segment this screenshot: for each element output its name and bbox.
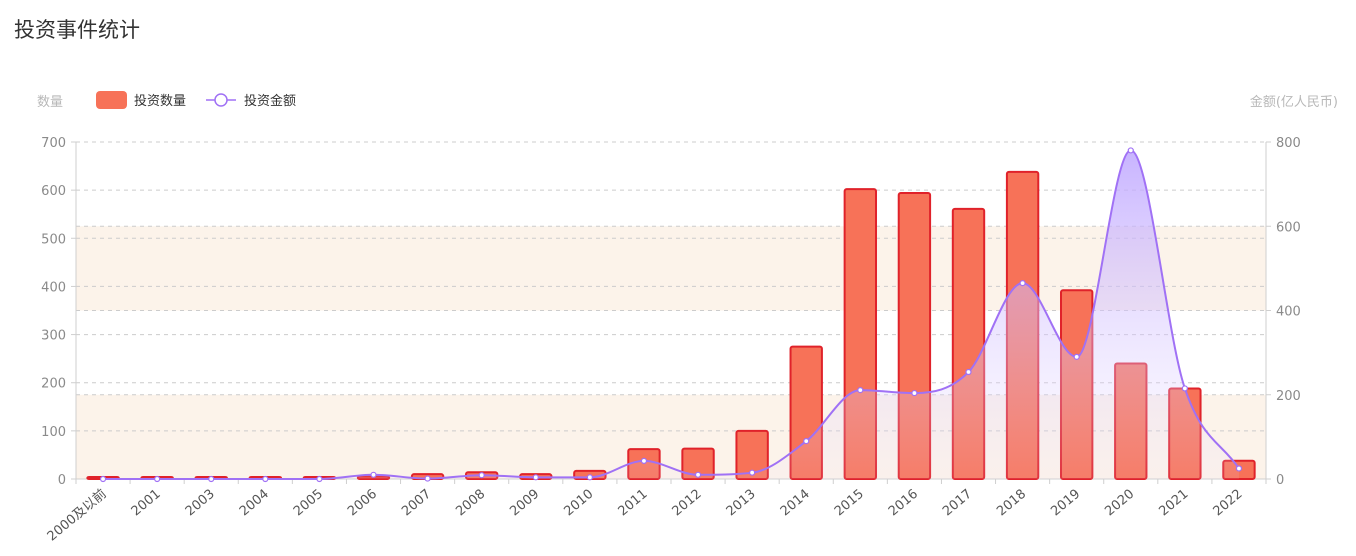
- line-series[interactable]: [99, 147, 1243, 483]
- x-tick-label-2007: 2007: [399, 487, 434, 520]
- x-tick-label-2021: 2021: [1156, 487, 1191, 520]
- legend-line-label: 投资金额: [244, 93, 296, 109]
- y-tick-label-0: 0: [58, 473, 66, 488]
- y2-tick-label-3: 600: [1276, 220, 1301, 235]
- grid-lines: [76, 141, 1266, 432]
- line-point-2013[interactable]: [749, 469, 756, 476]
- line-point-2001[interactable]: [154, 475, 161, 483]
- line-point-2003[interactable]: [208, 475, 215, 483]
- y-tick-label-2: 200: [41, 377, 66, 392]
- legend-bar-swatch: [96, 91, 127, 109]
- x-tick-label-2009: 2009: [507, 487, 542, 520]
- x-tick-label-2020: 2020: [1102, 487, 1137, 520]
- x-tick-label-2008: 2008: [453, 487, 488, 520]
- x-tick-label-2013: 2013: [724, 487, 759, 520]
- line-area-fill: [103, 150, 1239, 479]
- y-tick-label-6: 600: [41, 184, 66, 199]
- y-tick-label-5: 500: [41, 232, 66, 247]
- x-tick-label-2014: 2014: [778, 487, 813, 520]
- x-tick-label-2005: 2005: [291, 487, 326, 520]
- line-point-2018[interactable]: [1019, 280, 1026, 287]
- line-point-2014[interactable]: [803, 437, 810, 445]
- legend-item-bar[interactable]: 投资数量: [96, 91, 186, 109]
- y-tick-label-4: 400: [41, 280, 66, 295]
- line-point-2017[interactable]: [965, 368, 972, 376]
- x-tick-label-2018: 2018: [994, 487, 1029, 520]
- line-point-2000及以前[interactable]: [99, 475, 107, 483]
- x-tick-label-2016: 2016: [886, 487, 921, 520]
- line-point-2006[interactable]: [370, 471, 377, 478]
- line-point-2015[interactable]: [857, 387, 864, 394]
- y-tick-label-7: 700: [41, 136, 66, 151]
- x-tick-label-2004: 2004: [237, 487, 272, 520]
- y2-axis-title: 金额(亿人民币): [1250, 94, 1338, 110]
- line-point-2007[interactable]: [424, 475, 431, 482]
- x-tick-label-2003: 2003: [183, 487, 218, 520]
- x-tick-label-2022: 2022: [1211, 487, 1246, 520]
- x-tick-label-2015: 2015: [832, 487, 867, 520]
- legend-bar-label: 投资数量: [134, 93, 186, 109]
- y2-tick-label-1: 200: [1276, 389, 1301, 404]
- x-tick-label-2012: 2012: [670, 487, 705, 520]
- line-point-2016[interactable]: [911, 389, 918, 397]
- line-point-2019[interactable]: [1073, 353, 1080, 360]
- line-area: [103, 150, 1239, 479]
- legend: 投资数量 投资金额: [96, 91, 296, 109]
- y-axis-title: 数量: [37, 95, 63, 110]
- x-tick-label-2001: 2001: [129, 487, 164, 520]
- x-tick-label-2017: 2017: [940, 487, 975, 520]
- line-point-2011[interactable]: [640, 457, 648, 464]
- line-point-2004[interactable]: [262, 475, 269, 483]
- y2-tick-label-2: 400: [1276, 305, 1301, 320]
- legend-line-marker: [214, 93, 228, 107]
- y2-tick-label-4: 800: [1276, 136, 1301, 151]
- line-point-2005[interactable]: [316, 475, 323, 483]
- x-tick-label-2019: 2019: [1048, 487, 1083, 520]
- line-point-2008[interactable]: [478, 472, 485, 479]
- x-tick-label-2006: 2006: [345, 487, 380, 520]
- y-tick-label-1: 100: [41, 425, 66, 440]
- line-point-2012[interactable]: [694, 471, 702, 478]
- line-point-2022[interactable]: [1235, 465, 1243, 472]
- line-point-2021[interactable]: [1181, 385, 1188, 392]
- y-tick-label-3: 300: [41, 329, 66, 344]
- x-tick-label-2010: 2010: [561, 487, 596, 520]
- line-point-2020[interactable]: [1127, 147, 1134, 154]
- x-tick-label-2000及以前: 2000及以前: [44, 486, 110, 545]
- line-point-2010[interactable]: [586, 474, 593, 481]
- page-title: 投资事件统计: [14, 18, 140, 42]
- x-tick-labels: 2000及以前 2001 2003 2004 2005 2006 2007 2008 2009 2…: [44, 486, 1245, 545]
- line-point-2009[interactable]: [532, 474, 539, 481]
- legend-item-line[interactable]: 投资金额: [206, 93, 296, 109]
- x-tick-label-2011: 2011: [616, 487, 651, 520]
- y2-tick-label-0: 0: [1276, 473, 1284, 488]
